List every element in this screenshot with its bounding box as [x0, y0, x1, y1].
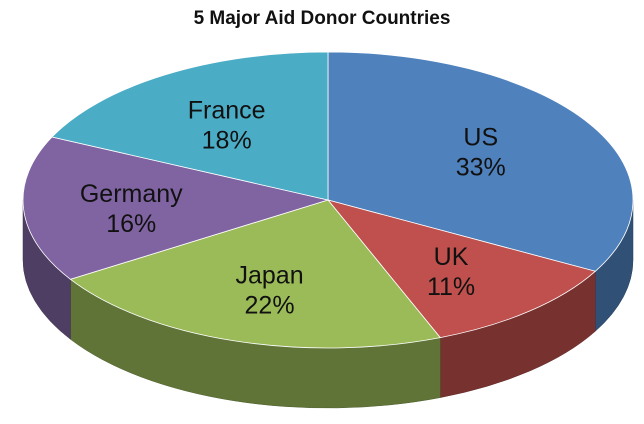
slice-percent: 33%: [456, 153, 506, 181]
chart-title: 5 Major Aid Donor Countries: [193, 8, 451, 29]
pie-labels: US 33%UK 11%Japan 22%Germany 16%France 18%: [80, 97, 506, 320]
pie-slice-germany: [22, 136, 330, 280]
slice-name: UK: [434, 243, 469, 271]
slice-label-uk: UK 11%: [427, 243, 475, 301]
slice-name: France: [188, 97, 266, 125]
slice-label-germany: Germany 16%: [80, 180, 183, 238]
slice-name: Japan: [236, 261, 304, 289]
pie-slice-us: [327, 51, 634, 272]
slice-percent: 16%: [106, 210, 156, 238]
slice-label-japan: Japan 22%: [236, 261, 304, 319]
slice-name: US: [463, 123, 498, 151]
slice-percent: 11%: [427, 273, 475, 301]
pie-slice-france: [51, 51, 329, 201]
pie-top-faces: [22, 51, 634, 349]
slice-name: Germany: [80, 180, 183, 208]
slice-percent: 22%: [245, 291, 295, 319]
slice-label-france: France 18%: [188, 97, 266, 155]
pie-slice-uk: [326, 199, 597, 339]
slice-percent: 18%: [202, 127, 252, 155]
slice-label-us: US 33%: [456, 123, 506, 181]
pie-side-walls: [22, 199, 634, 409]
pie-slice-japan: [69, 199, 442, 349]
